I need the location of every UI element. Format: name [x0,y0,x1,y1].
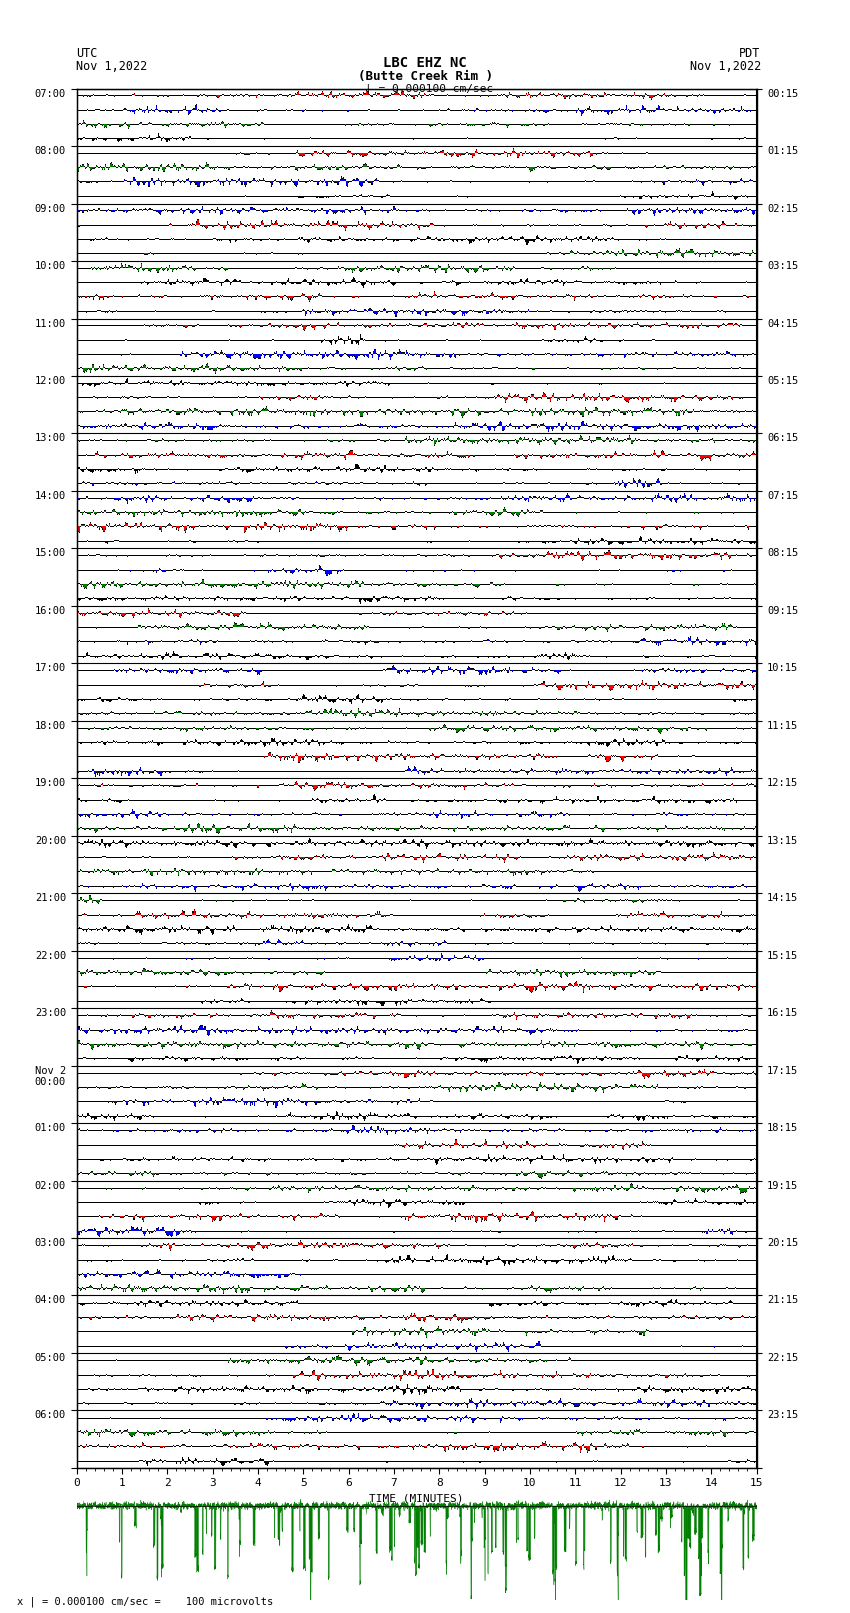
Text: x | = 0.000100 cm/sec =    100 microvolts: x | = 0.000100 cm/sec = 100 microvolts [17,1595,273,1607]
Text: Nov 1,2022: Nov 1,2022 [76,60,148,73]
Text: Nov 1,2022: Nov 1,2022 [689,60,761,73]
Text: (Butte Creek Rim ): (Butte Creek Rim ) [358,69,492,84]
Text: UTC: UTC [76,47,98,60]
Text: LBC EHZ NC: LBC EHZ NC [383,56,467,71]
X-axis label: TIME (MINUTES): TIME (MINUTES) [369,1494,464,1503]
Text: PDT: PDT [740,47,761,60]
Text: | = 0.000100 cm/sec: | = 0.000100 cm/sec [366,84,493,94]
